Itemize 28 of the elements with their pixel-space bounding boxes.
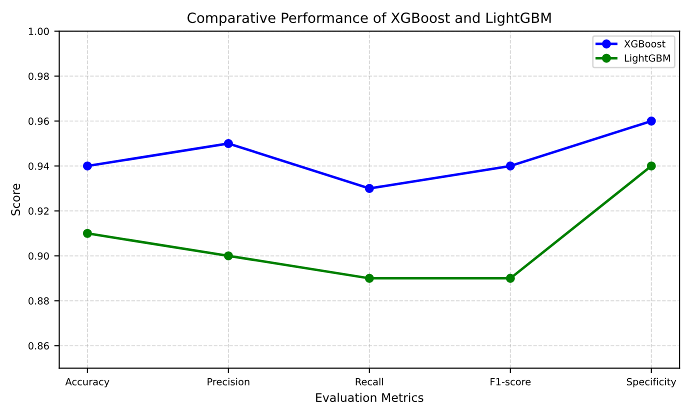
point [82, 161, 92, 170]
point [82, 228, 92, 238]
point [646, 161, 656, 170]
y-tick-label: 0.88 [28, 297, 49, 305]
x-tick-label: Precision [208, 378, 250, 386]
chart-title: Comparative Performance of XGBoost and LightGBM [188, 12, 551, 26]
point [646, 116, 656, 126]
point [224, 251, 233, 260]
x-tick-label: F1-score [490, 378, 531, 386]
y-tick-label: 0.96 [28, 118, 49, 125]
y-axis-title: Score [11, 184, 20, 216]
y-tick-label: 0.94 [28, 162, 49, 170]
x-tick-label: Specificity [626, 378, 676, 388]
x-axis-title: Evaluation Metrics [316, 392, 424, 402]
point [224, 139, 233, 148]
y-tick-label: 0.92 [28, 207, 49, 215]
x-tick-label: Accuracy [65, 378, 110, 388]
point [506, 274, 515, 283]
point [364, 184, 374, 193]
y-tick-label: 1.00 [28, 28, 49, 36]
y-tick-label: 0.86 [28, 342, 49, 350]
point [506, 161, 515, 170]
y-tick-label: 0.98 [28, 72, 49, 80]
point [364, 274, 374, 283]
x-tick-label: Recall [356, 378, 383, 386]
y-tick-label: 0.90 [28, 252, 49, 260]
legend-label: LightGBM [624, 54, 670, 64]
legend-label: XGBoost [624, 40, 666, 48]
